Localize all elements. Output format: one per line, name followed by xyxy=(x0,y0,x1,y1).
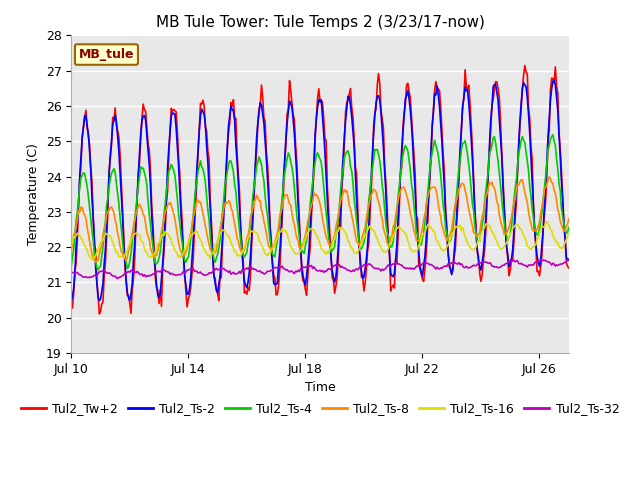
Tul2_Ts-32 xyxy=(413,264,420,269)
Tul2_Ts-32 xyxy=(369,264,376,269)
Tul2_Ts-32 xyxy=(163,269,170,275)
Line: Tul2_Tw+2: Tul2_Tw+2 xyxy=(71,65,569,314)
Tul2_Tw+2 xyxy=(163,200,170,206)
Tul2_Ts-4 xyxy=(369,165,376,170)
Title: MB Tule Tower: Tule Temps 2 (3/23/17-now): MB Tule Tower: Tule Temps 2 (3/23/17-now… xyxy=(156,15,484,30)
Tul2_Ts-16 xyxy=(331,237,339,242)
Line: Tul2_Ts-32: Tul2_Ts-32 xyxy=(71,260,569,278)
Line: Tul2_Ts-16: Tul2_Ts-16 xyxy=(71,222,569,259)
Tul2_Ts-8 xyxy=(92,260,99,265)
Tul2_Ts-32 xyxy=(331,263,339,269)
X-axis label: Time: Time xyxy=(305,381,335,394)
Tul2_Ts-2 xyxy=(565,256,573,262)
Line: Tul2_Ts-4: Tul2_Ts-4 xyxy=(71,135,569,270)
Tul2_Ts-8 xyxy=(413,237,420,243)
Tul2_Ts-4 xyxy=(163,190,170,196)
Tul2_Ts-32 xyxy=(565,257,573,263)
Tul2_Ts-16 xyxy=(543,219,550,225)
Tul2_Tw+2 xyxy=(413,213,420,219)
Tul2_Ts-16 xyxy=(163,230,170,236)
Tul2_Tw+2 xyxy=(412,170,419,176)
Tul2_Ts-2 xyxy=(330,274,337,280)
Tul2_Ts-4 xyxy=(412,213,419,219)
Tul2_Ts-16 xyxy=(88,256,96,262)
Tul2_Tw+2 xyxy=(95,311,103,317)
Tul2_Ts-8 xyxy=(331,233,339,239)
Tul2_Ts-8 xyxy=(412,230,419,236)
Tul2_Ts-8 xyxy=(545,174,553,180)
Tul2_Ts-32 xyxy=(392,260,399,265)
Line: Tul2_Ts-8: Tul2_Ts-8 xyxy=(71,177,569,263)
Tul2_Ts-8 xyxy=(392,214,399,220)
Tul2_Ts-16 xyxy=(565,231,573,237)
Tul2_Ts-4 xyxy=(67,264,75,269)
Tul2_Ts-32 xyxy=(114,276,122,281)
Tul2_Tw+2 xyxy=(67,305,75,311)
Tul2_Ts-8 xyxy=(565,216,573,222)
Tul2_Ts-4 xyxy=(413,230,420,236)
Tul2_Ts-16 xyxy=(369,227,376,232)
Tul2_Ts-4 xyxy=(331,244,339,250)
Tul2_Ts-16 xyxy=(412,248,419,254)
Tul2_Ts-2 xyxy=(412,187,419,192)
Tul2_Tw+2 xyxy=(369,162,376,168)
Tul2_Tw+2 xyxy=(331,290,339,296)
Tul2_Ts-32 xyxy=(537,257,545,263)
Tul2_Ts-2 xyxy=(550,77,558,83)
Y-axis label: Temperature (C): Temperature (C) xyxy=(27,143,40,245)
Tul2_Ts-32 xyxy=(412,265,419,271)
Tul2_Ts-8 xyxy=(163,207,170,213)
Tul2_Tw+2 xyxy=(392,257,399,263)
Tul2_Ts-2 xyxy=(390,270,398,276)
Tul2_Ts-4 xyxy=(565,225,573,230)
Tul2_Ts-2 xyxy=(410,166,418,172)
Tul2_Ts-4 xyxy=(94,267,102,273)
Tul2_Ts-2 xyxy=(67,299,75,305)
Tul2_Ts-8 xyxy=(67,249,75,254)
Tul2_Ts-16 xyxy=(413,248,420,253)
Tul2_Tw+2 xyxy=(565,265,573,271)
Tul2_Ts-8 xyxy=(369,190,376,195)
Line: Tul2_Ts-2: Tul2_Ts-2 xyxy=(71,80,569,302)
Tul2_Ts-4 xyxy=(392,220,399,226)
Tul2_Ts-16 xyxy=(67,243,75,249)
Tul2_Ts-16 xyxy=(392,227,399,233)
Tul2_Ts-4 xyxy=(549,132,557,138)
Legend: Tul2_Tw+2, Tul2_Ts-2, Tul2_Ts-4, Tul2_Ts-8, Tul2_Ts-16, Tul2_Ts-32: Tul2_Tw+2, Tul2_Ts-2, Tul2_Ts-4, Tul2_Ts… xyxy=(16,397,624,420)
Tul2_Tw+2 xyxy=(521,62,529,68)
Tul2_Ts-32 xyxy=(67,269,75,275)
Text: MB_tule: MB_tule xyxy=(79,48,134,61)
Tul2_Ts-2 xyxy=(161,217,169,223)
Tul2_Ts-2 xyxy=(367,174,375,180)
